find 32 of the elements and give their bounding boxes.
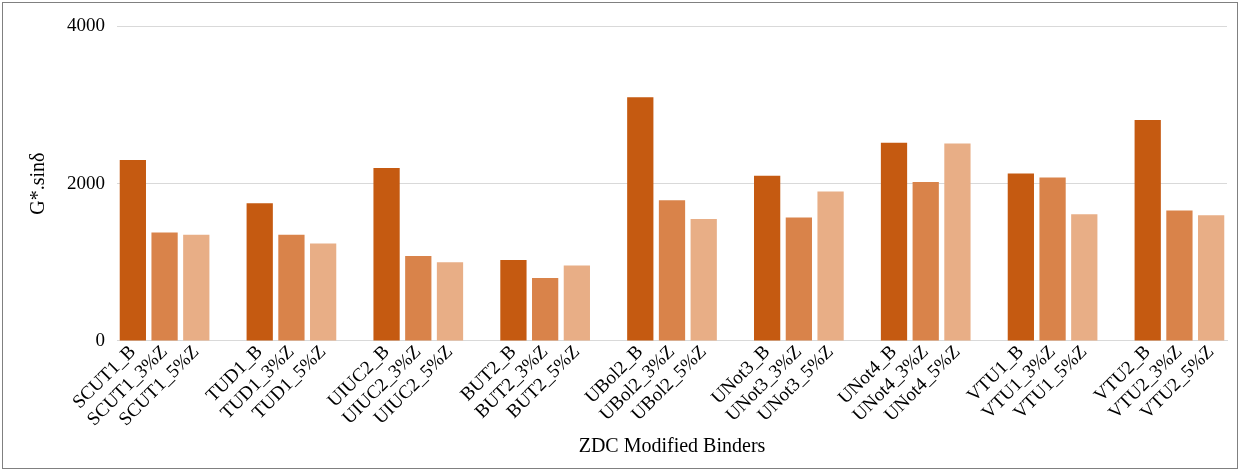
- bar: [1071, 214, 1098, 341]
- bar: [183, 234, 210, 341]
- bar: [373, 167, 400, 341]
- bar: [658, 200, 686, 341]
- bar: [532, 278, 559, 341]
- bar: [278, 234, 305, 341]
- x-axis-title: ZDC Modified Binders: [578, 434, 766, 457]
- bar: [754, 175, 781, 341]
- y-tick-label: 2000: [67, 171, 105, 193]
- bar: [944, 143, 971, 341]
- bar: [119, 160, 146, 341]
- bar: [246, 203, 273, 341]
- bar: [436, 262, 464, 341]
- bar: [151, 232, 178, 341]
- bar: [405, 256, 432, 341]
- y-tick-label: 0: [95, 328, 105, 350]
- bar: [627, 97, 654, 341]
- bar: [500, 259, 527, 341]
- bar: [912, 182, 939, 341]
- bar: [1134, 119, 1161, 341]
- bar: [1007, 173, 1034, 341]
- bar: [1039, 177, 1066, 341]
- bar: [310, 243, 337, 341]
- y-tick-label: 4000: [67, 14, 105, 36]
- y-axis-title: G*.sinδ: [26, 152, 49, 215]
- bar: [1166, 210, 1193, 341]
- bar: [880, 142, 908, 341]
- bar: [563, 265, 590, 341]
- bar: [690, 219, 717, 341]
- bar: [785, 217, 812, 341]
- bar: [817, 191, 844, 341]
- bar: [1198, 215, 1225, 341]
